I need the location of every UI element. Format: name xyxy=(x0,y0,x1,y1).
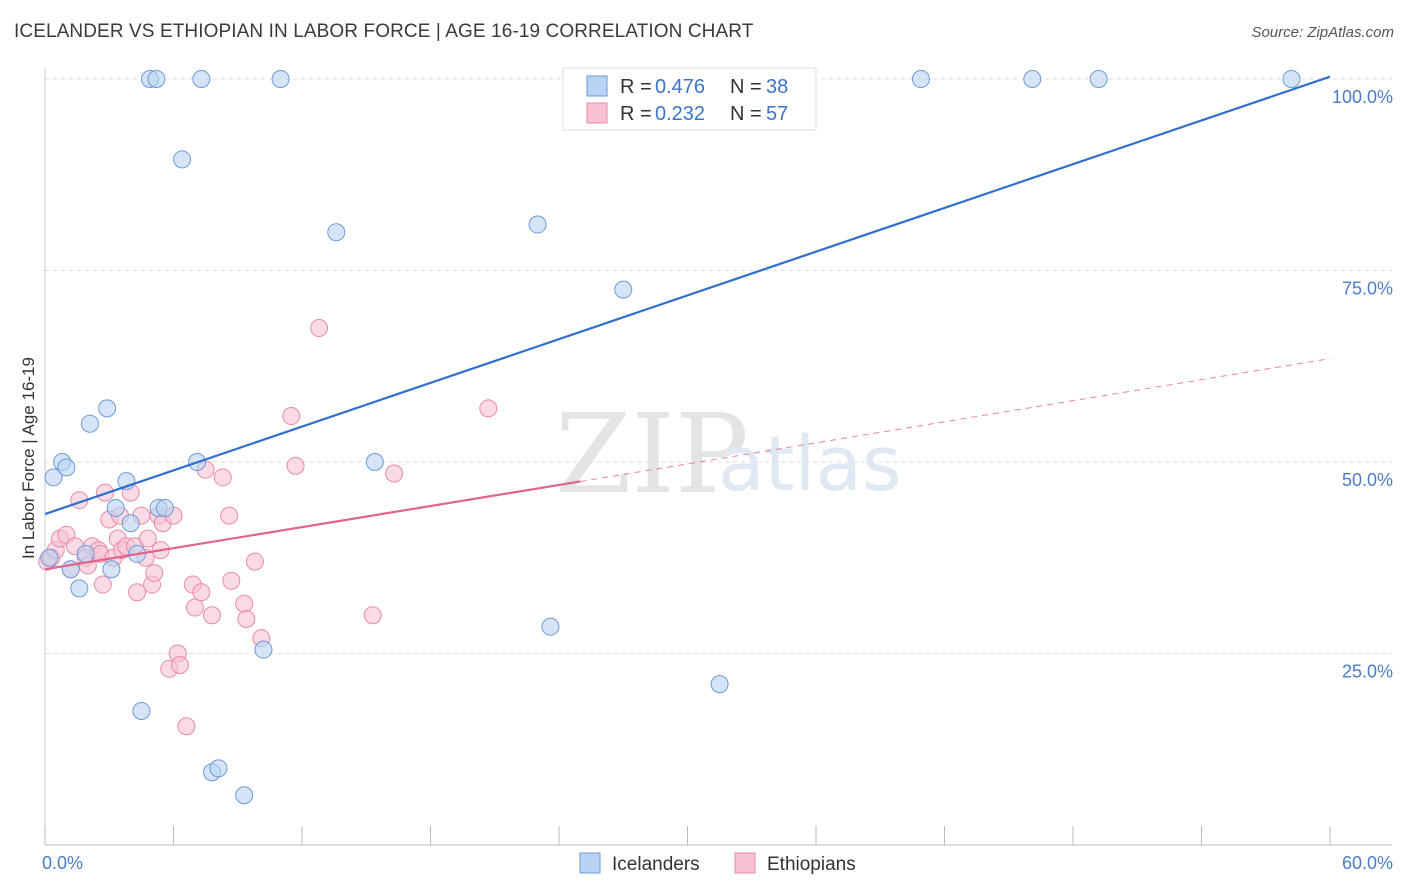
y-tick-label: 50.0% xyxy=(1342,470,1393,490)
ethiopian-point xyxy=(222,571,241,590)
bottom-legend-label-ethiopians: Ethiopians xyxy=(767,854,856,875)
watermark-zip: ZIP xyxy=(555,390,749,518)
bottom-legend-swatch-icelanders xyxy=(579,852,601,874)
y-tick-label: 75.0% xyxy=(1342,279,1393,299)
legend-r-value-icelanders: 0.476 xyxy=(655,76,705,98)
legend-swatch-ethiopians xyxy=(586,102,608,124)
ethiopian-point xyxy=(245,552,264,571)
legend-n-value-ethiopians: 57 xyxy=(766,103,788,125)
ethiopian-point xyxy=(128,583,147,602)
icelander-point xyxy=(235,786,254,805)
ethiopian-point xyxy=(192,583,211,602)
ethiopian-point xyxy=(93,575,112,594)
icelander-point xyxy=(365,453,384,471)
trendline-icelanders xyxy=(44,75,1331,516)
x-tick-label: 0.0% xyxy=(42,853,83,873)
y-tick-label: 100.0% xyxy=(1332,87,1393,107)
ethiopian-point xyxy=(145,564,164,583)
icelander-point xyxy=(147,70,166,88)
icelander-point xyxy=(44,468,63,487)
icelander-point xyxy=(173,150,192,169)
ethiopian-point xyxy=(203,606,222,625)
bottom-legend-label-icelanders: Icelanders xyxy=(612,854,700,875)
icelander-point xyxy=(192,70,211,88)
correlation-legend: R = 0.476 N = 38 R = 0.232 N = 57 xyxy=(562,67,817,131)
ethiopian-point xyxy=(286,456,305,475)
legend-r-value-ethiopians: 0.232 xyxy=(655,103,705,125)
chart-title: ICELANDER VS ETHIOPIAN IN LABOR FORCE | … xyxy=(14,21,754,42)
trendline-ethiopians-dashed xyxy=(580,358,1331,482)
ethiopian-point xyxy=(170,655,189,674)
icelander-point xyxy=(155,498,174,517)
legend-r-label-icelanders: R = xyxy=(620,76,652,98)
icelander-point xyxy=(327,223,346,242)
icelander-point xyxy=(57,458,76,477)
ethiopian-point xyxy=(220,506,239,525)
legend-n-label-icelanders: N = xyxy=(730,76,762,98)
icelander-point xyxy=(40,548,59,567)
legend-n-value-icelanders: 38 xyxy=(766,76,788,98)
icelander-point xyxy=(710,675,729,694)
ethiopian-point xyxy=(479,399,498,418)
series-legend: Icelanders Ethiopians xyxy=(579,852,856,875)
trend-lines xyxy=(44,75,1331,571)
icelander-point xyxy=(614,280,633,299)
icelander-point xyxy=(76,544,95,563)
ethiopian-point xyxy=(310,318,329,337)
legend-swatch-icelanders xyxy=(586,75,608,97)
ethiopian-point xyxy=(385,464,404,483)
icelander-point xyxy=(70,579,89,598)
y-tick-label: 25.0% xyxy=(1342,662,1393,682)
icelander-point xyxy=(102,560,121,579)
icelander-point xyxy=(254,640,273,659)
ethiopian-point xyxy=(177,717,196,736)
legend-r-label-ethiopians: R = xyxy=(620,103,652,125)
source-label: Source: ZipAtlas.com xyxy=(1251,24,1394,41)
icelander-point xyxy=(541,617,560,636)
icelander-point xyxy=(528,215,547,234)
icelander-point xyxy=(1023,70,1042,88)
icelander-point xyxy=(209,759,228,778)
y-tick-labels: 25.0% 50.0% 75.0% 100.0% xyxy=(1332,87,1393,682)
icelander-point xyxy=(132,701,151,720)
ethiopian-point xyxy=(237,610,256,629)
watermark-atlas: atlas xyxy=(718,419,902,508)
ethiopian-point xyxy=(282,407,301,426)
icelander-point xyxy=(106,498,125,517)
ethiopian-point xyxy=(185,598,204,617)
icelander-point xyxy=(121,514,140,533)
icelander-point xyxy=(1282,70,1301,88)
legend-n-label-ethiopians: N = xyxy=(730,103,762,125)
bottom-legend-swatch-ethiopians xyxy=(734,852,756,874)
icelander-point xyxy=(911,70,930,88)
ethiopian-point xyxy=(235,594,254,613)
axes xyxy=(44,68,1392,846)
icelander-point xyxy=(1089,70,1108,88)
ethiopian-point xyxy=(138,529,157,548)
x-tick-label: 60.0% xyxy=(1342,853,1393,873)
icelander-point xyxy=(271,70,290,88)
trendline-ethiopians-solid xyxy=(44,480,581,571)
ethiopian-point xyxy=(213,468,232,487)
series-ethiopians-points xyxy=(38,318,498,736)
icelander-point xyxy=(98,399,117,418)
x-tick-labels: 0.0% 60.0% xyxy=(42,853,1393,873)
grid-lines xyxy=(45,78,1392,654)
ethiopian-point xyxy=(363,606,382,625)
icelander-point xyxy=(80,414,99,433)
y-axis-label: In Labor Force | Age 16-19 xyxy=(19,357,38,559)
